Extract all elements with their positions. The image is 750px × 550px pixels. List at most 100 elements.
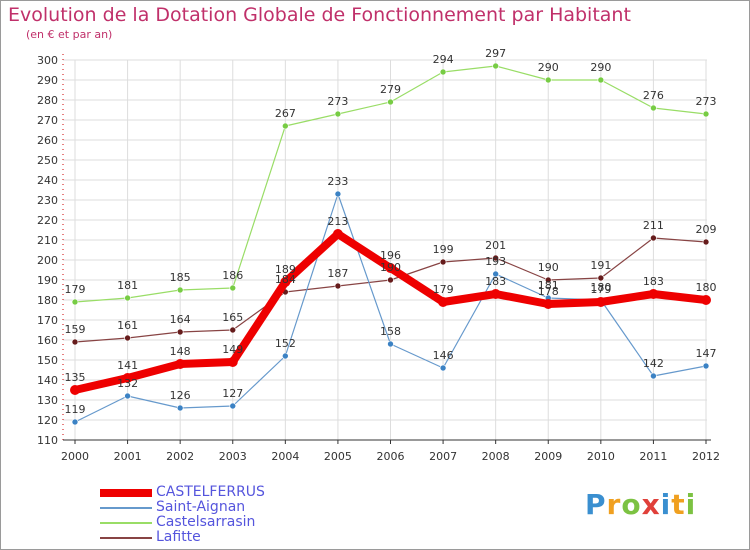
data-label: 199 [433, 243, 454, 256]
chart-subtitle: (en € et par an) [26, 28, 113, 41]
data-point [650, 104, 657, 112]
data-point [439, 68, 447, 76]
data-point [124, 294, 131, 302]
data-label: 165 [222, 311, 243, 324]
data-point [70, 385, 80, 395]
legend-label: CASTELFERRUS [156, 484, 265, 500]
x-tick-label: 2005 [324, 450, 352, 463]
data-label: 158 [380, 325, 401, 338]
y-tick-label: 260 [37, 134, 58, 147]
y-tick-label: 200 [37, 254, 58, 267]
data-label: 179 [65, 283, 86, 296]
data-label: 297 [485, 47, 506, 60]
chart-title: Evolution de la Dotation Globale de Fonc… [8, 4, 631, 26]
data-point [71, 298, 79, 306]
data-label: 132 [117, 377, 138, 390]
data-point [124, 392, 131, 400]
data-label: 273 [696, 95, 717, 108]
y-tick-label: 220 [37, 214, 58, 227]
y-tick-label: 230 [37, 194, 58, 207]
data-point [702, 362, 710, 370]
data-label: 180 [590, 281, 611, 294]
data-label: 180 [696, 281, 717, 294]
legend-swatch [100, 506, 152, 509]
y-tick-label: 190 [37, 274, 58, 287]
legend-swatch [100, 488, 152, 497]
x-tick-label: 2010 [587, 450, 615, 463]
data-label: 267 [275, 107, 296, 120]
data-label: 147 [696, 347, 717, 360]
x-tick-label: 2008 [482, 450, 510, 463]
data-label: 186 [222, 269, 243, 282]
y-tick-label: 170 [37, 314, 58, 327]
y-tick-label: 300 [37, 54, 58, 67]
data-point [280, 277, 291, 287]
legend-swatch [100, 536, 152, 539]
data-label: 126 [170, 389, 191, 402]
y-tick-label: 280 [37, 94, 58, 107]
data-label: 178 [538, 285, 559, 298]
data-point [282, 352, 289, 360]
data-point [648, 289, 659, 299]
x-tick-label: 2003 [219, 450, 247, 463]
data-label: 233 [327, 175, 348, 188]
data-label: 142 [643, 357, 664, 370]
x-tick-label: 2002 [166, 450, 194, 463]
data-point [176, 328, 184, 336]
x-tick-label: 2004 [271, 450, 299, 463]
legend-swatch [100, 521, 152, 524]
y-tick-label: 180 [37, 294, 58, 307]
y-tick-label: 110 [37, 434, 58, 447]
data-label: 184 [275, 273, 296, 286]
data-label: 290 [538, 61, 559, 74]
data-label: 190 [380, 261, 401, 274]
data-point [544, 76, 552, 84]
data-point [439, 258, 447, 266]
proxiti-logo: Proxiti [585, 488, 697, 521]
legend-item: CASTELFERRUS [100, 485, 400, 500]
data-point [492, 254, 499, 262]
data-point [702, 110, 710, 118]
legend-item: Saint-Aignan [100, 500, 400, 515]
data-point [597, 274, 605, 282]
data-label: 187 [327, 267, 348, 280]
data-label: 183 [485, 275, 506, 288]
data-label: 213 [327, 215, 348, 228]
data-label: 179 [590, 283, 611, 296]
data-label: 279 [380, 83, 401, 96]
data-point [71, 338, 79, 346]
data-label: 119 [65, 403, 86, 416]
legend-item: Castelsarrasin [100, 515, 400, 530]
x-tick-label: 2012 [692, 450, 720, 463]
data-point [334, 282, 342, 290]
data-point [597, 76, 605, 84]
data-point [124, 334, 131, 342]
data-label: 290 [590, 61, 611, 74]
data-point [595, 297, 606, 307]
data-point [543, 299, 554, 309]
data-label: 191 [590, 259, 611, 272]
x-tick-label: 2006 [377, 450, 405, 463]
data-point [439, 364, 447, 372]
data-label: 185 [170, 271, 191, 284]
data-point [544, 276, 552, 284]
y-tick-label: 150 [37, 354, 58, 367]
data-point [176, 286, 184, 294]
data-point [387, 98, 394, 106]
data-point [332, 229, 343, 239]
data-point [229, 402, 237, 410]
data-point [490, 289, 501, 299]
x-tick-label: 2009 [534, 450, 562, 463]
data-label: 179 [433, 283, 454, 296]
data-point [492, 270, 499, 278]
data-point [71, 418, 79, 426]
x-tick-label: 2001 [114, 450, 142, 463]
legend-label: Castelsarrasin [156, 514, 256, 530]
y-tick-label: 160 [37, 334, 58, 347]
data-label: 201 [485, 239, 506, 252]
data-point [701, 295, 711, 305]
x-tick-label: 2007 [429, 450, 457, 463]
data-label: 183 [643, 275, 664, 288]
